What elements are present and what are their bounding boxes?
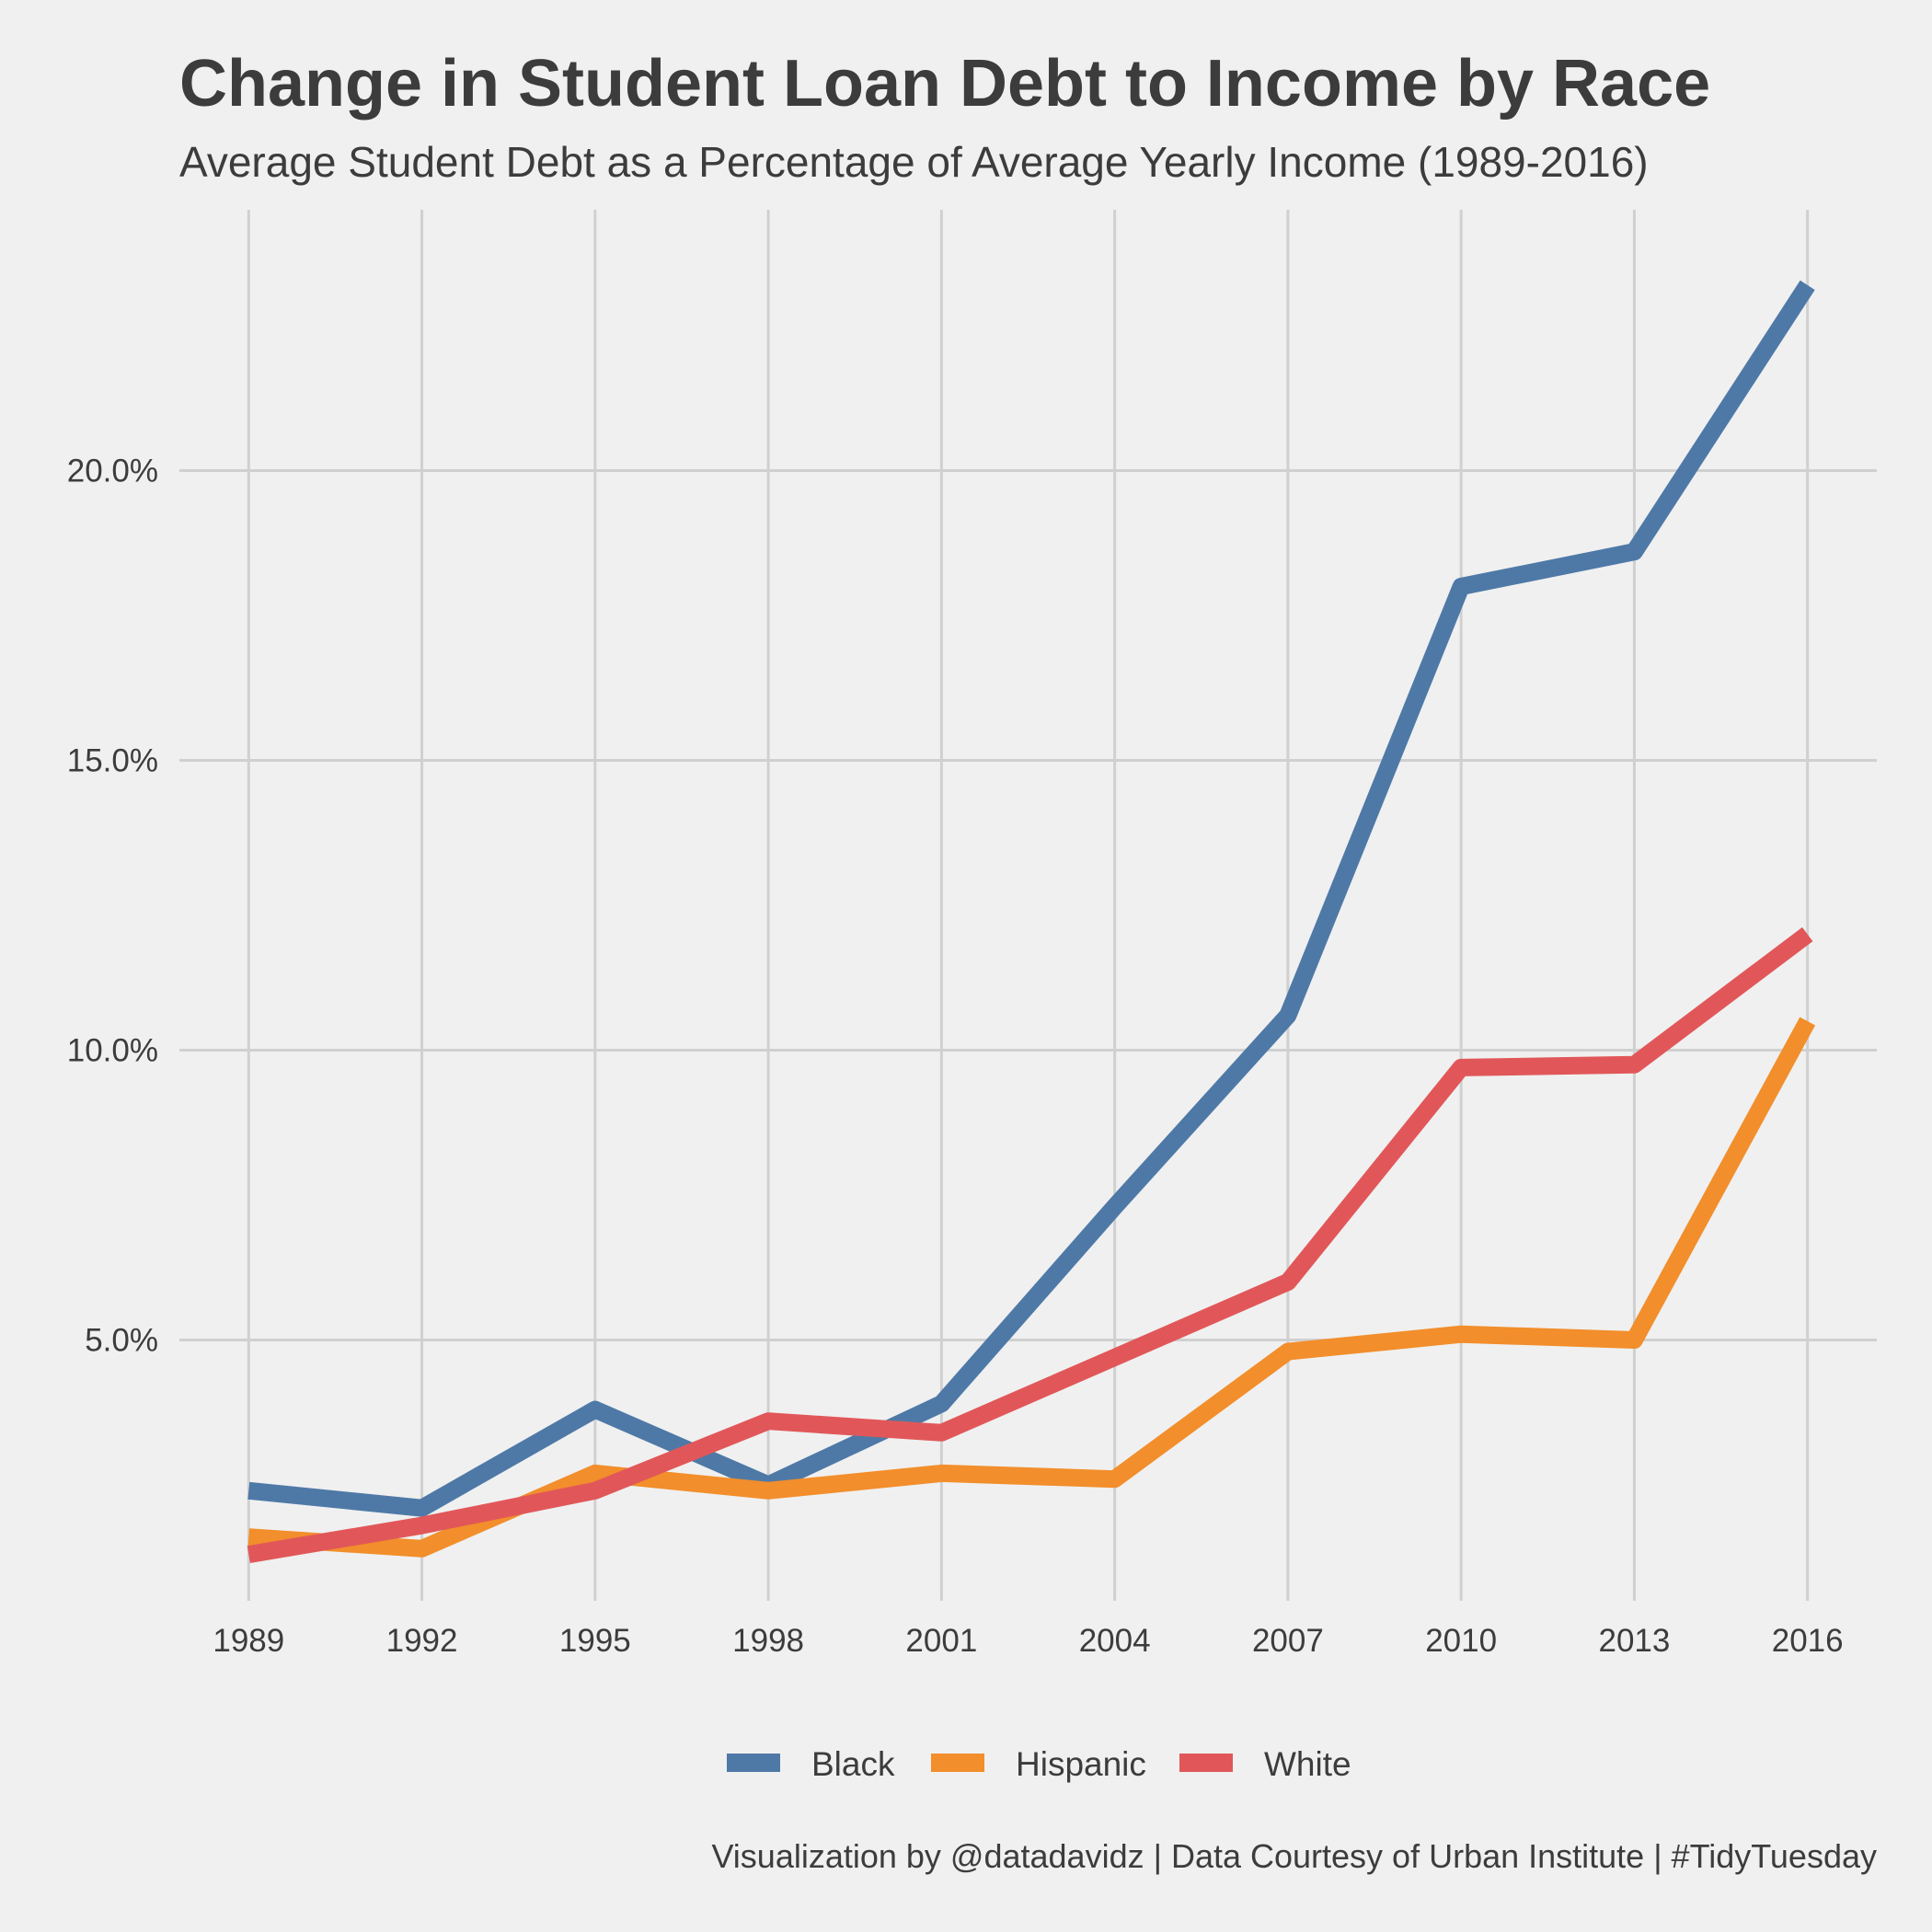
x-tick-label: 2001 bbox=[905, 1623, 977, 1659]
series-line-white bbox=[247, 926, 1813, 1563]
chart-title: Change in Student Loan Debt to Income by… bbox=[179, 47, 1710, 121]
y-tick-label: 15.0% bbox=[67, 743, 158, 779]
y-tick-label: 20.0% bbox=[67, 454, 158, 489]
legend-label: White bbox=[1264, 1745, 1351, 1783]
legend-key-white bbox=[1179, 1754, 1233, 1772]
x-tick-label: 1989 bbox=[213, 1623, 284, 1659]
legend-key-hispanic bbox=[931, 1754, 984, 1772]
x-tick-label: 2007 bbox=[1252, 1623, 1324, 1659]
x-tick-label: 1995 bbox=[559, 1623, 631, 1659]
y-tick-label: 10.0% bbox=[67, 1033, 158, 1069]
series-lines bbox=[247, 280, 1816, 1563]
series-line-black bbox=[247, 280, 1815, 1517]
x-tick-label: 1992 bbox=[386, 1623, 458, 1659]
legend: Black Hispanic White bbox=[727, 1745, 1351, 1783]
x-tick-label: 1998 bbox=[732, 1623, 804, 1659]
x-tick-label: 2016 bbox=[1772, 1623, 1844, 1659]
y-axis-tick-labels: 5.0% 10.0% 15.0% 20.0% bbox=[67, 454, 158, 1359]
chart-caption: Visualization by @datadavidz | Data Cour… bbox=[711, 1837, 1877, 1875]
gridlines bbox=[179, 210, 1877, 1601]
x-axis-tick-labels: 1989 1992 1995 1998 2001 2004 2007 2010 2013 2016 bbox=[213, 1623, 1843, 1659]
legend-label: Black bbox=[811, 1745, 895, 1783]
chart-subtitle: Average Student Debt as a Percentage of … bbox=[179, 138, 1649, 186]
x-tick-label: 2004 bbox=[1079, 1623, 1151, 1659]
y-tick-label: 5.0% bbox=[85, 1323, 158, 1359]
x-tick-label: 2010 bbox=[1425, 1623, 1497, 1659]
legend-label: Hispanic bbox=[1016, 1745, 1146, 1783]
legend-key-black bbox=[727, 1754, 780, 1772]
x-tick-label: 2013 bbox=[1598, 1623, 1670, 1659]
